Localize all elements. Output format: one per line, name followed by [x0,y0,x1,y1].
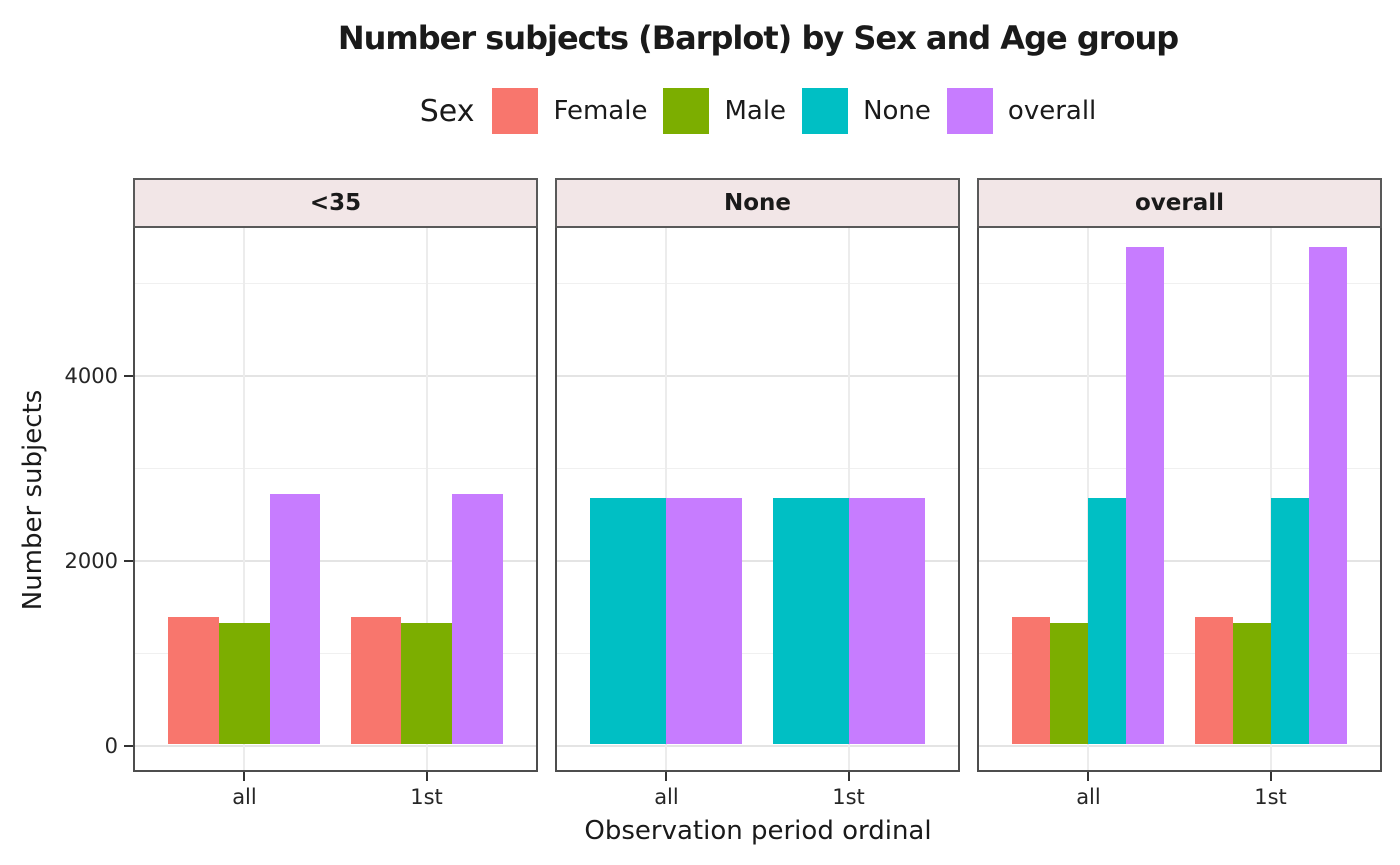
gridline-y-major-2000 [979,560,1380,563]
gridline-x-all [243,228,246,770]
legend-label-male: Male [724,96,787,126]
x-tick-1st [1269,772,1272,781]
facet-strip-35: <35 [133,178,538,228]
x-tick-label-all: all [654,785,679,809]
x-tick-all [243,772,246,781]
y-tick-2000 [124,560,133,563]
legend: Sex Female Male None overall [133,84,1383,138]
gridline-y-major-4000 [979,375,1380,378]
gridline-y-major-4000 [135,375,536,378]
bar-overall-all-none [1088,498,1127,745]
facet-35: <35 all 1st [133,178,538,809]
bar-35-1st-female [350,617,402,745]
bar-overall-all-male [1050,622,1089,745]
bar-35-all-male [219,622,270,745]
legend-key-female [492,88,539,134]
facet-panel-none [555,228,960,772]
facet-none: None all 1st [555,178,960,809]
bar-overall-all-female [1012,617,1051,745]
bar-none-1st-none [772,498,849,745]
facet-strip-none: None [555,178,960,228]
facet-strip-label: overall [1134,190,1225,216]
x-tick-label-all: all [232,785,257,809]
bar-overall-1st-none [1270,498,1309,745]
gridline-y-major-0 [135,745,536,748]
legend-title: Sex [419,93,475,129]
x-axis-title: Observation period ordinal [584,816,932,846]
y-tick-label-0: 0 [104,734,118,759]
facet-panels: <35 all 1st None all 1st overall all 1st [133,178,1382,809]
bar-overall-1st-female [1194,617,1233,745]
bar-none-1st-overall [848,498,925,745]
legend-label-overall: overall [1007,96,1097,126]
y-tick-label-4000: 4000 [64,364,118,389]
bar-35-all-female [168,617,220,745]
x-tick-label-1st: 1st [832,785,865,809]
x-tick-all [665,772,668,781]
y-tick-label-2000: 2000 [64,549,118,574]
facet-strip-label: <35 [309,190,362,216]
bar-none-all-none [590,498,667,745]
gridline-y-major-0 [979,745,1380,748]
bar-none-all-overall [666,498,743,745]
gridline-y-minor-5000 [557,283,958,284]
legend-key-overall [946,88,993,134]
bar-35-1st-male [401,622,452,745]
gridline-y-minor-1000 [979,653,1380,655]
facet-panel-35 [133,228,538,772]
bar-overall-1st-overall [1308,247,1347,745]
y-tick-0 [124,745,133,748]
legend-entry-overall: overall [946,88,1097,134]
gridline-y-minor-5000 [979,283,1380,284]
bar-overall-all-overall [1126,247,1165,745]
facet-panel-overall [977,228,1382,772]
bar-35-all-overall [269,494,321,745]
y-tick-4000 [124,375,133,378]
x-tick-label-1st: 1st [1254,785,1287,809]
legend-entry-female: Female [492,88,647,134]
gridline-y-minor-1000 [135,653,536,655]
gridline-x-1st [425,228,428,770]
legend-entry-male: Male [663,88,786,134]
chart-title: Number subjects (Barplot) by Sex and Age… [337,19,1179,57]
gridline-y-minor-3000 [135,468,536,470]
x-tick-all [1087,772,1090,781]
x-tick-1st [847,772,850,781]
gridline-y-major-2000 [557,560,958,563]
legend-label-female: Female [553,96,648,126]
bar-overall-1st-male [1232,622,1271,745]
gridline-y-major-4000 [557,375,958,378]
gridline-y-major-2000 [135,560,536,563]
gridline-y-minor-5000 [135,283,536,284]
legend-entry-none: None [802,88,931,134]
y-axis-title: Number subjects [18,389,48,611]
legend-key-none [802,88,849,134]
gridline-y-major-0 [557,745,958,748]
legend-label-none: None [863,96,931,126]
bar-35-1st-overall [451,494,503,745]
x-tick-label-all: all [1076,785,1101,809]
facet-overall: overall all 1st [977,178,1382,809]
gridline-y-minor-3000 [557,468,958,470]
facet-strip-overall: overall [977,178,1382,228]
gridline-y-minor-1000 [557,653,958,655]
facet-strip-label: None [723,190,792,216]
gridline-y-minor-3000 [979,468,1380,470]
x-tick-1st [425,772,428,781]
legend-key-male [663,88,710,134]
x-tick-label-1st: 1st [410,785,443,809]
